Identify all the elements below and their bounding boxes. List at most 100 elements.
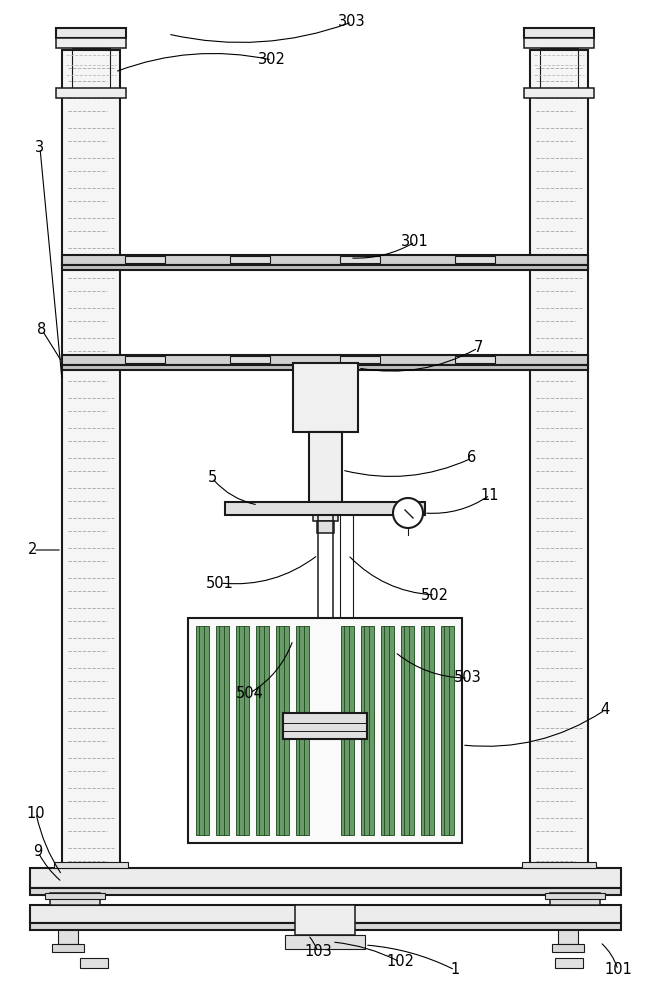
Bar	[58, 930, 78, 944]
Bar	[309, 432, 342, 508]
Bar	[72, 48, 110, 90]
FancyArrowPatch shape	[171, 23, 350, 42]
FancyArrowPatch shape	[253, 643, 292, 692]
Bar	[188, 618, 462, 843]
Bar	[50, 893, 100, 905]
FancyArrowPatch shape	[361, 349, 476, 371]
FancyArrowPatch shape	[223, 557, 316, 584]
Bar	[283, 713, 367, 739]
Bar	[62, 265, 588, 270]
FancyArrowPatch shape	[310, 937, 317, 949]
FancyArrowPatch shape	[214, 480, 255, 504]
FancyArrowPatch shape	[344, 459, 469, 476]
Bar	[30, 868, 621, 888]
Text: 10: 10	[27, 806, 46, 820]
Bar	[230, 256, 270, 263]
FancyArrowPatch shape	[350, 557, 432, 595]
Bar	[455, 256, 495, 263]
FancyArrowPatch shape	[397, 654, 465, 678]
Bar	[62, 355, 588, 365]
Bar	[522, 862, 596, 868]
Bar	[540, 48, 578, 90]
Bar	[30, 923, 621, 930]
Text: 5: 5	[208, 471, 217, 486]
Bar	[30, 905, 621, 923]
FancyArrowPatch shape	[465, 712, 603, 746]
Bar	[62, 365, 588, 370]
FancyArrowPatch shape	[40, 151, 62, 377]
Bar	[341, 626, 354, 835]
Bar	[125, 356, 165, 363]
Bar	[555, 958, 583, 968]
Text: 11: 11	[480, 488, 499, 502]
Bar	[62, 255, 588, 265]
Text: 3: 3	[35, 140, 44, 155]
Bar	[56, 28, 126, 38]
Bar	[401, 626, 414, 835]
Bar	[340, 356, 380, 363]
FancyArrowPatch shape	[335, 942, 398, 961]
Text: 103: 103	[304, 944, 332, 960]
Bar	[225, 502, 425, 515]
Bar	[545, 893, 605, 899]
Text: 504: 504	[236, 686, 264, 700]
Bar	[56, 88, 126, 98]
FancyArrowPatch shape	[427, 497, 488, 513]
Bar	[56, 38, 126, 48]
Text: 301: 301	[401, 234, 429, 249]
Text: 7: 7	[473, 340, 482, 356]
Bar	[62, 50, 120, 875]
FancyArrowPatch shape	[39, 854, 60, 880]
Bar	[340, 256, 380, 263]
Bar	[216, 626, 229, 835]
Bar	[125, 256, 165, 263]
FancyArrowPatch shape	[602, 944, 617, 967]
Bar	[530, 50, 588, 875]
Bar	[524, 88, 594, 98]
Bar	[276, 626, 289, 835]
Bar	[524, 28, 594, 38]
Text: 4: 4	[600, 702, 609, 718]
Text: 1: 1	[450, 962, 460, 978]
FancyArrowPatch shape	[368, 945, 452, 969]
FancyArrowPatch shape	[44, 332, 61, 360]
Bar	[455, 356, 495, 363]
Bar	[45, 893, 105, 899]
Bar	[524, 38, 594, 48]
Bar	[552, 944, 584, 952]
Bar	[80, 958, 108, 968]
Bar	[361, 626, 374, 835]
Text: 8: 8	[37, 322, 47, 338]
Bar	[293, 363, 358, 432]
Bar	[295, 905, 355, 935]
Circle shape	[393, 498, 423, 528]
Bar	[421, 626, 434, 835]
Bar	[558, 930, 578, 944]
Bar	[296, 626, 309, 835]
Text: 302: 302	[258, 52, 286, 68]
FancyArrowPatch shape	[353, 243, 413, 258]
FancyArrowPatch shape	[36, 816, 61, 873]
Bar	[550, 893, 600, 905]
Text: 101: 101	[604, 962, 632, 978]
Bar	[230, 356, 270, 363]
Bar	[381, 626, 394, 835]
Bar	[196, 626, 209, 835]
Bar	[236, 626, 249, 835]
Text: 6: 6	[467, 450, 477, 466]
Text: 102: 102	[386, 954, 414, 970]
Text: 303: 303	[338, 14, 366, 29]
Text: 9: 9	[33, 844, 42, 859]
Text: 501: 501	[206, 576, 234, 590]
Bar	[30, 888, 621, 895]
Bar	[256, 626, 269, 835]
Bar	[285, 935, 365, 949]
Bar	[441, 626, 454, 835]
Bar	[313, 508, 338, 521]
Text: 503: 503	[454, 670, 482, 686]
Bar	[54, 862, 128, 868]
Text: 2: 2	[28, 542, 38, 558]
Text: 502: 502	[421, 587, 449, 602]
Bar	[317, 521, 334, 533]
FancyArrowPatch shape	[118, 53, 270, 71]
